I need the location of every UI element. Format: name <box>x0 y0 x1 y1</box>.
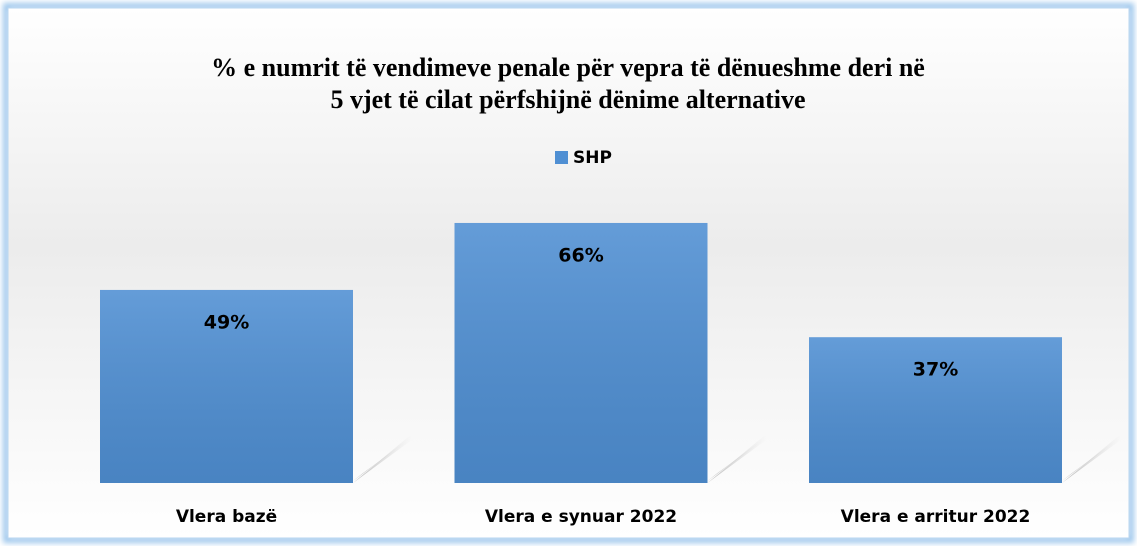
legend-label: SHP <box>573 148 612 168</box>
data-label: 37% <box>913 359 958 381</box>
bar-gloss <box>454 222 708 483</box>
legend: SHP <box>555 148 612 168</box>
bar-shadow <box>707 435 770 481</box>
data-label: 66% <box>558 244 603 266</box>
bar-shadow <box>353 433 413 483</box>
x-tick-label: Vlera bazë <box>176 507 277 527</box>
bar-gloss <box>100 289 353 483</box>
x-tick-label: Vlera e synuar 2022 <box>485 507 677 527</box>
bar-shadow <box>1062 433 1122 483</box>
bar-gloss <box>809 337 1062 483</box>
bar-shadow <box>353 435 415 481</box>
chart-title: % e numrit të vendimeve penale për vepra… <box>211 53 925 82</box>
data-label: 49% <box>204 311 249 333</box>
chart-title: 5 vjet të cilat përfshijnë dënime altern… <box>330 85 805 114</box>
bar-shadow <box>1062 435 1124 481</box>
frame-glow <box>3 3 1134 543</box>
legend-swatch <box>555 151 568 164</box>
x-tick-label: Vlera e arritur 2022 <box>841 507 1031 527</box>
bar-shadow <box>707 433 768 483</box>
